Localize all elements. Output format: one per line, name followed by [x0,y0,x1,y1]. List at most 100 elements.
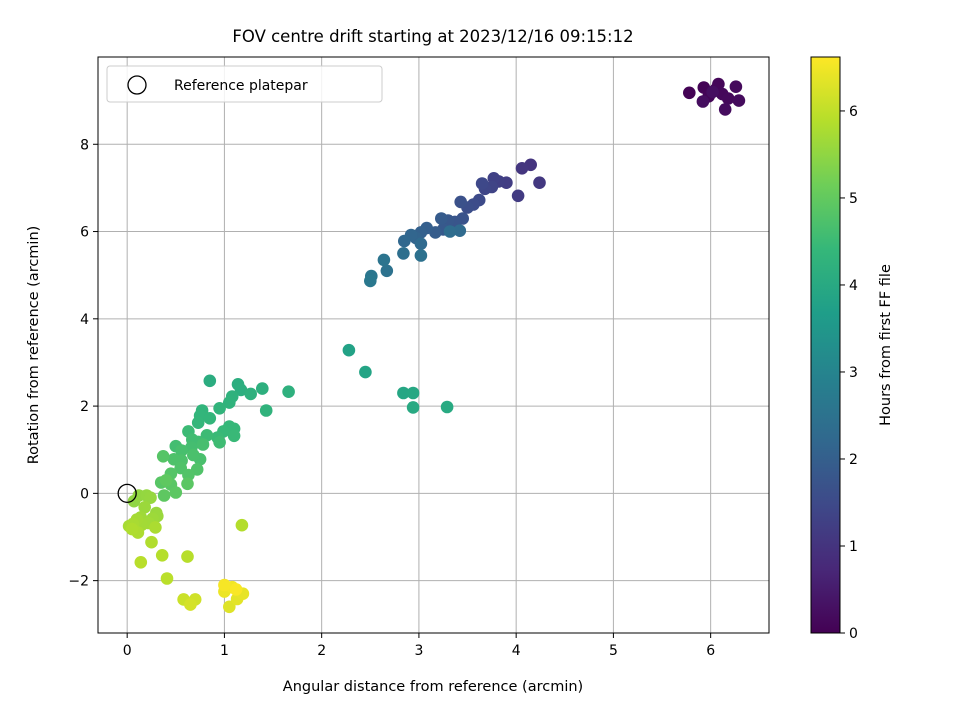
x-axis-label: Angular distance from reference (arcmin) [283,679,583,695]
data-point [155,549,169,562]
data-point [255,382,269,395]
legend: Reference platepar [106,65,383,103]
data-point [223,600,236,614]
data-point [169,486,183,499]
data-point [244,387,257,401]
colorbar-gradient [810,56,841,634]
y-tick-label: 6 [80,225,89,241]
data-point [533,176,546,189]
data-point [359,365,372,379]
data-point [435,212,448,225]
data-point [377,253,391,267]
data-point [259,404,273,417]
colorbar-tick-label: 3 [849,365,858,381]
data-point [184,598,197,611]
data-point [203,412,217,425]
data-point [149,521,162,534]
y-tick-label: 4 [80,312,89,328]
scatter-points [122,77,746,614]
data-point [160,572,174,585]
colorbar-tick-label: 1 [849,539,858,555]
y-tick-label: 2 [80,399,89,415]
data-point [380,264,394,278]
y-axis-label: Rotation from reference (arcmin) [26,226,42,465]
data-point [187,448,200,462]
colorbar-ticks: 0 1 2 3 4 5 6 [840,104,858,642]
data-point [515,162,529,175]
data-point [213,436,226,449]
reference-platepar-marker [117,483,137,504]
data-point [145,535,158,549]
data-point [364,274,377,288]
data-point [134,556,148,569]
x-axis: 0 1 2 3 4 5 6 [123,633,715,659]
colorbar-tick-label: 4 [849,278,858,294]
data-point [157,489,171,502]
data-point [138,501,151,514]
colorbar: 0 1 2 3 4 5 6 Hours from first FF file [810,56,894,642]
data-point [227,429,241,443]
data-point [443,225,457,238]
data-point [397,386,410,400]
data-point [454,195,468,209]
data-point [729,80,743,93]
data-point [732,94,746,107]
legend-reference-icon [127,75,147,95]
data-point [191,416,205,430]
data-point [144,491,157,505]
grid-lines [98,57,769,633]
colorbar-tick-label: 6 [849,104,858,120]
data-point [683,86,696,100]
data-point [406,401,420,414]
x-tick-label: 5 [609,643,618,659]
data-point [475,177,489,190]
x-tick-label: 4 [512,643,521,659]
data-point [414,237,428,251]
data-point [234,383,248,397]
x-tick-label: 1 [220,643,229,659]
chart-title: FOV centre drift starting at 2023/12/16 … [232,27,633,46]
data-point [223,396,236,409]
colorbar-tick-label: 5 [849,191,858,207]
data-point [718,103,732,116]
y-axis: −2 0 2 4 6 8 [68,137,98,590]
data-point [440,400,454,414]
y-tick-label: 0 [80,486,89,502]
legend-entry: Reference platepar [174,78,308,94]
x-tick-label: 6 [706,643,715,659]
data-point [414,249,428,262]
data-point [218,578,231,592]
data-point [159,474,173,487]
x-tick-label: 0 [123,643,132,659]
colorbar-tick-label: 2 [849,452,858,468]
data-point [721,92,735,105]
data-point [125,522,139,536]
data-point [511,189,525,203]
colorbar-label: Hours from first FF file [878,264,894,426]
data-point [203,374,217,388]
data-point [282,385,295,399]
data-point [696,95,710,108]
data-point [342,343,356,357]
data-point [235,518,249,532]
data-point [398,234,411,248]
data-point [453,224,467,237]
data-point [706,85,719,99]
data-point [175,444,188,457]
data-point [406,386,420,400]
x-tick-label: 3 [414,643,423,659]
data-point [397,247,410,260]
data-point [167,453,181,466]
data-point [181,550,194,563]
y-tick-label: 8 [80,137,89,153]
x-tick-label: 2 [317,643,326,659]
data-point [156,450,170,463]
data-point [229,583,243,596]
data-point [213,402,226,415]
data-point [181,477,194,491]
y-tick-label: −2 [68,574,89,590]
data-point [196,438,210,451]
legend-box [106,65,383,103]
plot-frame [97,56,770,634]
